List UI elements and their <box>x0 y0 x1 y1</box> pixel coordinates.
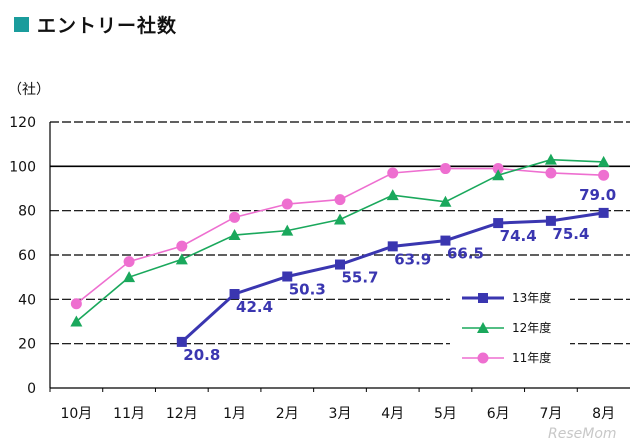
data-point-triangle <box>386 189 399 201</box>
x-tick-label: 5月 <box>434 406 457 422</box>
y-tick-label: 100 <box>9 159 36 175</box>
data-point-square <box>282 271 293 282</box>
legend-label: 12年度 <box>512 320 551 335</box>
y-tick-label: 60 <box>18 248 36 264</box>
data-point-triangle <box>334 213 346 225</box>
x-tick-label: 4月 <box>381 406 404 422</box>
data-label: 74.4 <box>500 227 537 245</box>
x-tick-label: 8月 <box>592 406 615 422</box>
x-tick-label: 7月 <box>539 406 562 422</box>
data-point-triangle <box>281 224 294 236</box>
x-tick-label: 12月 <box>166 406 198 422</box>
data-point-triangle <box>228 229 241 241</box>
legend-label: 11年度 <box>512 350 551 365</box>
data-point-circle <box>176 240 188 252</box>
data-label: 63.9 <box>394 250 431 268</box>
data-point-circle <box>123 256 135 268</box>
data-label: 50.3 <box>289 281 326 299</box>
x-tick-label: 3月 <box>329 406 352 422</box>
data-point-square <box>598 207 609 218</box>
x-tick-label: 6月 <box>487 406 510 422</box>
x-tick-label: 11月 <box>113 406 145 422</box>
y-tick-label: 0 <box>27 381 36 397</box>
data-point-triangle <box>175 253 188 265</box>
legend-marker-triangle <box>477 322 489 333</box>
data-point-circle <box>387 167 399 179</box>
data-point-circle <box>334 194 346 206</box>
x-tick-label: 10月 <box>60 406 92 422</box>
data-point-triangle <box>70 315 83 327</box>
data-point-circle <box>281 198 293 210</box>
data-label: 42.4 <box>236 298 273 316</box>
data-point-square <box>387 241 398 252</box>
data-point-triangle <box>123 271 136 283</box>
data-point-circle <box>492 163 504 175</box>
data-point-circle <box>598 169 610 181</box>
data-label: 66.5 <box>447 245 484 263</box>
legend-marker-square <box>478 293 488 303</box>
data-point-circle <box>545 167 557 179</box>
chart-title: エントリー社数 <box>14 10 177 38</box>
title-text: エントリー社数 <box>37 14 178 37</box>
data-label: 79.0 <box>579 186 616 204</box>
x-tick-label: 1月 <box>223 406 246 422</box>
data-point-square <box>493 218 504 229</box>
x-tick-label: 2月 <box>276 406 299 422</box>
data-point-triangle <box>597 155 610 167</box>
y-tick-label: 120 <box>9 115 36 131</box>
data-point-square <box>335 259 345 270</box>
y-tick-label: 40 <box>18 292 36 308</box>
data-label: 20.8 <box>183 346 220 364</box>
data-point-triangle <box>439 195 452 207</box>
watermark: ReseMom <box>548 426 617 442</box>
data-point-square <box>440 235 451 246</box>
legend-marker-circle <box>477 352 489 364</box>
legend-label: 13年度 <box>512 290 551 305</box>
data-point-square <box>545 215 556 226</box>
data-label: 75.4 <box>552 225 589 243</box>
y-tick-label: 80 <box>18 204 36 220</box>
data-point-square <box>176 336 187 347</box>
y-tick-label: 20 <box>18 337 36 353</box>
data-point-triangle <box>492 169 505 181</box>
data-point-circle <box>439 163 451 175</box>
data-point-circle <box>229 211 241 223</box>
data-point-triangle <box>544 153 557 165</box>
y-axis-label: （社） <box>8 82 50 98</box>
data-label: 55.7 <box>341 269 378 287</box>
data-point-circle <box>70 298 82 310</box>
data-point-square <box>229 289 240 300</box>
title-square-icon <box>14 16 29 32</box>
